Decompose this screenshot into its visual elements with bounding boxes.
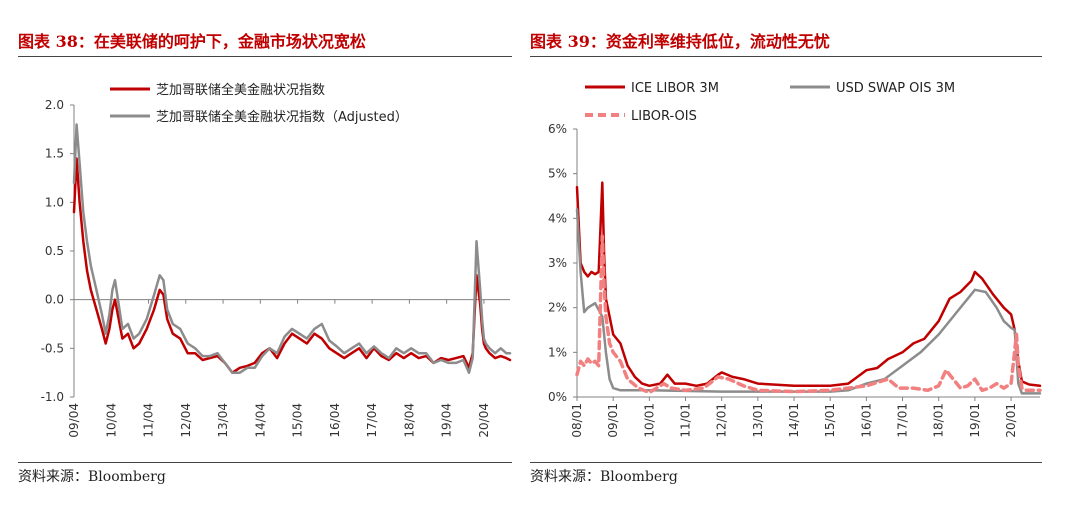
x-tick-label: 17/01 (896, 403, 910, 438)
right-chart: 6% 5% 4% 3% 2% 1% 0%08/01 09/01 10/01 11/01 12/01 1… (548, 81, 1042, 438)
legend-label-2: USD SWAP OIS 3M (836, 81, 955, 96)
series-line-2 (72, 123, 512, 374)
right-source: 资料来源：Bloomberg (530, 469, 678, 485)
y-tick-label: 2% (548, 301, 567, 315)
x-tick-label: 10/01 (642, 403, 656, 438)
x-tick-label: 18/01 (932, 403, 946, 438)
x-tick-label: 12/04 (179, 403, 193, 438)
right-title-rule (530, 56, 1042, 57)
legend-label-2: 芝加哥联储全美金融状况指数（Adjusted） (156, 109, 408, 125)
legend-label-1: 芝加哥联储全美金融状况指数 (156, 82, 325, 98)
y-tick-label: 0% (548, 390, 567, 404)
x-tick-label: 09/01 (606, 403, 620, 438)
series-line-2 (575, 208, 1042, 395)
y-tick-label: 4% (548, 211, 567, 225)
y-tick-label: 5% (548, 167, 567, 181)
x-tick-label: 18/04 (402, 403, 416, 438)
y-tick-label: -1.0 (41, 390, 64, 404)
right-source-rule (530, 462, 1042, 463)
legend-label-3: LIBOR-OIS (631, 109, 697, 124)
x-tick-label: 12/01 (715, 403, 729, 438)
y-tick-label: 0.0 (45, 293, 64, 307)
legend-label-1: ICE LIBOR 3M (631, 81, 719, 96)
y-tick-label: 3% (548, 256, 567, 270)
left-title-rule (18, 56, 512, 57)
x-tick-label: 13/04 (216, 403, 230, 438)
x-tick-label: 11/04 (142, 403, 156, 438)
y-tick-label: 2.0 (45, 98, 64, 112)
y-tick-label: 1.0 (45, 195, 64, 209)
left-source: 资料来源：Bloomberg (18, 469, 166, 485)
y-tick-label: 6% (548, 122, 567, 136)
x-tick-label: 19/04 (440, 403, 454, 438)
x-tick-label: 14/01 (787, 403, 801, 438)
y-tick-label: 0.5 (45, 244, 64, 258)
y-tick-label: -0.5 (41, 341, 64, 355)
x-tick-label: 20/01 (1004, 403, 1018, 438)
x-tick-label: 16/04 (328, 403, 342, 438)
series-line-1 (72, 157, 512, 374)
x-tick-label: 15/01 (823, 403, 837, 438)
x-tick-label: 10/04 (104, 403, 118, 438)
x-tick-label: 13/01 (751, 403, 765, 438)
x-tick-label: 08/01 (570, 403, 584, 438)
x-tick-label: 11/01 (679, 403, 693, 438)
right-chart-title: 图表 39：资金利率维持低位，流动性无忧 (530, 32, 830, 51)
x-tick-label: 16/01 (859, 403, 873, 438)
x-tick-label: 09/04 (67, 403, 81, 438)
x-tick-label: 15/04 (291, 403, 305, 438)
x-tick-label: 17/04 (365, 403, 379, 438)
y-tick-label: 1% (548, 345, 567, 359)
y-tick-label: 1.5 (45, 147, 64, 161)
left-source-rule (18, 462, 512, 463)
series-line-3 (575, 234, 1042, 395)
x-tick-label: 14/04 (253, 403, 267, 438)
left-chart-title: 图表 38：在美联储的呵护下，金融市场状况宽松 (18, 32, 366, 51)
series-line-1 (575, 181, 1042, 388)
left-chart: 2.0 1.5 1.0 0.5 0.0 -0.5 -1.009/04 10/04 11/04 12… (41, 82, 512, 438)
x-tick-label: 19/01 (968, 403, 982, 438)
x-tick-label: 20/04 (477, 403, 491, 438)
